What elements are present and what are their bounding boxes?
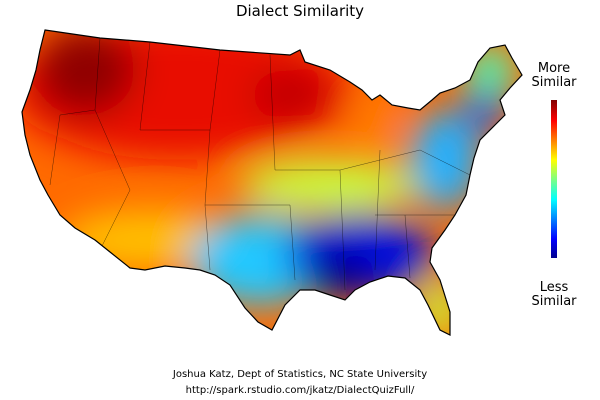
credit-author: Joshua Katz, Dept of Statistics, NC Stat…	[172, 369, 427, 380]
legend-low: Less	[540, 280, 569, 295]
title: Dialect Similarity	[236, 2, 364, 20]
region-midband	[240, 160, 420, 210]
region-minnesota	[250, 70, 330, 120]
region-northwest	[35, 30, 135, 115]
region-michigan	[353, 95, 397, 145]
state-borders	[49, 37, 471, 291]
region-florida	[420, 280, 460, 335]
legend-high: Similar	[531, 75, 577, 90]
color-bar	[551, 100, 557, 258]
legend-high: More	[538, 61, 570, 76]
region-maine	[465, 45, 515, 95]
region-boston	[465, 90, 505, 130]
region-gulf	[305, 250, 375, 300]
credit-url: http://spark.rstudio.com/jkatz/DialectQu…	[186, 385, 415, 396]
region-east	[410, 110, 480, 210]
legend-low: Similar	[531, 294, 577, 309]
